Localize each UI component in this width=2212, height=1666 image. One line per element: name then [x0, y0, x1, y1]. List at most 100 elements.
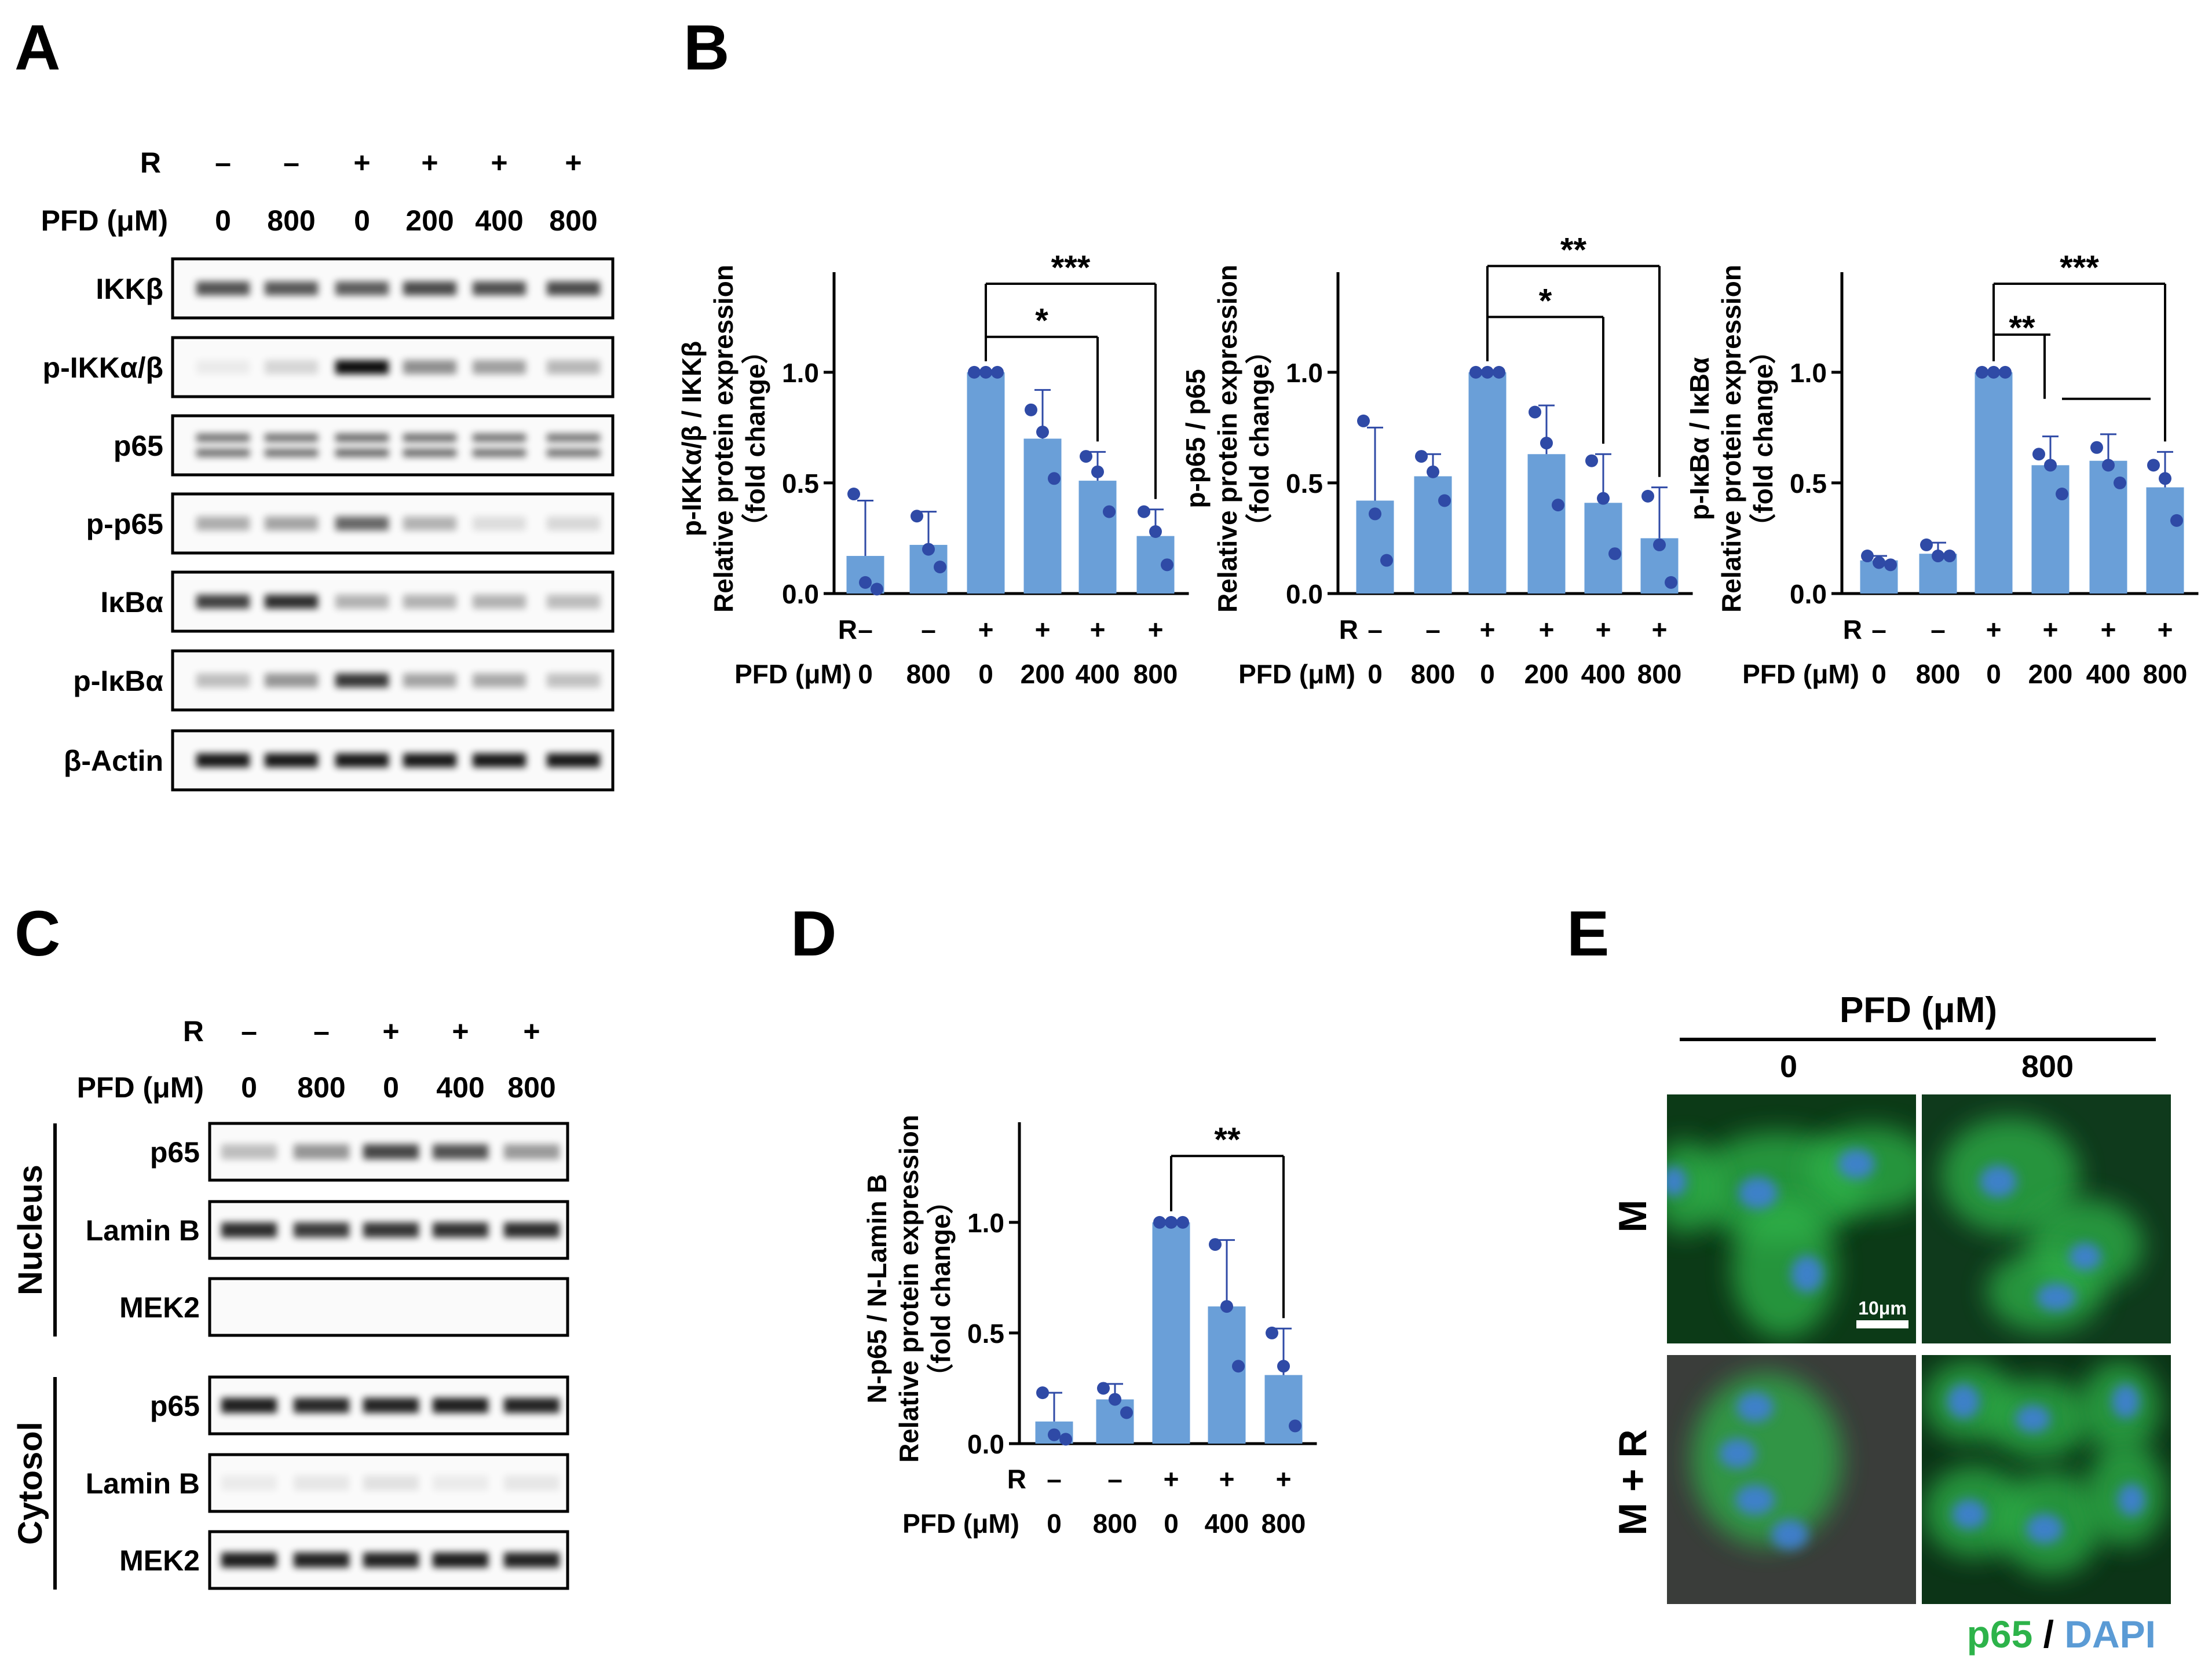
chartB3-point-3-0: [2032, 448, 2045, 461]
blot-c-group-label-cytosol: Cytosol: [12, 1422, 49, 1545]
chartB3-point-3-2: [2056, 488, 2068, 501]
chartB2-point-4-0: [1585, 454, 1598, 467]
chartB1-category-0: 0: [858, 659, 873, 689]
blot-c-r-2: +: [382, 1015, 399, 1048]
blot-a-band-actin-1: [265, 753, 318, 767]
chartB3-r-value-1: –: [1931, 614, 1946, 645]
blot-c-r-3: +: [452, 1015, 469, 1048]
chartB2-category-0: 0: [1368, 659, 1383, 689]
chartD-r-value-4: +: [1276, 1464, 1292, 1494]
blot-a-pfd-4: 400: [475, 204, 523, 237]
chartB3-bar-5: [2146, 487, 2184, 594]
blot-a-band-p65-lower-0: [196, 449, 250, 457]
chartD-r-value-1: –: [1107, 1464, 1123, 1494]
chartB3-point-4-1: [2102, 459, 2115, 472]
blot-c-pfd-3: 400: [436, 1071, 484, 1104]
chartB2-bar-3: [1527, 454, 1566, 594]
blot-c-band-cytosol-p65-2: [363, 1398, 419, 1413]
panel-label-e: E: [1567, 898, 1609, 969]
chartB1-point-3-2: [1048, 472, 1061, 485]
nucleus-1-0: [1980, 1165, 2017, 1198]
chartB3-point-1-1: [1932, 550, 1944, 563]
nucleus-0-1: [1838, 1149, 1875, 1179]
chartB3-sig-label-0: **: [2009, 309, 2035, 347]
blot-c-pfd-0: 0: [241, 1071, 257, 1104]
blot-c-band-cytosol-lamin-b-1: [294, 1475, 349, 1491]
chartB2-ylabel-0: p-p65 / p65: [1180, 369, 1211, 508]
legend-dapi-text: DAPI: [2064, 1613, 2156, 1656]
chartB3-ytick-label-2: 1.0: [1790, 358, 1827, 388]
blot-c-group-label-nucleus: Nucleus: [12, 1165, 49, 1295]
chartB2-point-1-2: [1438, 494, 1451, 507]
chartB2-category-5: 800: [1637, 659, 1682, 689]
chartD-point-3-1: [1220, 1300, 1233, 1313]
chartB1-ylabel-0: p-IKKα/β / IKKβ: [677, 341, 707, 536]
chartB1-ytick-label-2: 1.0: [782, 358, 819, 388]
chartB3-category-5: 800: [2143, 659, 2188, 689]
blot-a-r-4: +: [491, 147, 507, 179]
blot-c-band-nucleus-p65-2: [363, 1144, 419, 1159]
blot-a-band-p65-lower-3: [403, 449, 456, 457]
blot-c-band-cytosol-lamin-b-3: [433, 1475, 488, 1491]
blot-a-band-p65-lower-2: [335, 449, 389, 457]
chartB1-ytick-label-0: 0.0: [782, 579, 819, 609]
micrograph-content-1: [1940, 1118, 2143, 1332]
chartD-bar-1: [1096, 1399, 1134, 1444]
chartB1-point-3-1: [1036, 426, 1049, 439]
chartB2-ytick-label-2: 1.0: [1286, 358, 1323, 388]
micrograph-content-3: [1923, 1361, 2166, 1575]
chartB2-pfd-label: PFD (μM): [1238, 659, 1355, 689]
chartB1-category-1: 800: [906, 659, 951, 689]
blot-a-band-p-p65-5: [547, 517, 600, 530]
chartB2-r-value-1: –: [1425, 614, 1440, 645]
chartB3-category-3: 200: [2028, 659, 2073, 689]
blot-a-pfd-3: 200: [405, 204, 454, 237]
blot-a-row-label-actin: β-Actin: [64, 745, 163, 777]
blot-c-row-label-nucleus-p65: p65: [150, 1136, 200, 1169]
blot-a-band-p65-upper-5: [547, 434, 600, 442]
chartB1-r-value-5: +: [1148, 614, 1164, 645]
chartB1-ylabel-2: （fold change）: [740, 337, 770, 540]
chartB2-point-2-1: [1481, 365, 1494, 379]
blot-a-row-label-ikk: IKKβ: [96, 273, 163, 305]
chartB2-ytick-label-1: 0.5: [1286, 468, 1323, 499]
chartD-point-3-0: [1209, 1238, 1222, 1251]
blot-a-band-p65-lower-5: [547, 449, 600, 457]
blot-a-r-label: R: [140, 147, 161, 179]
nucleus-2-3: [1771, 1519, 1808, 1550]
chartD-ytick-label-0: 0.0: [967, 1429, 1004, 1459]
blot-a-band-ikk-1: [265, 281, 318, 295]
blot-c-band-cytosol-p65-3: [433, 1398, 488, 1413]
blot-a-band-p-i-b-3: [403, 673, 456, 687]
chartB3-category-2: 0: [1986, 659, 2001, 689]
cell-0-3: [1667, 1141, 1720, 1233]
chartB1-r-value-1: –: [921, 614, 936, 645]
chartB3-r-value-0: –: [1871, 614, 1886, 645]
chartD-point-0-0: [1036, 1386, 1049, 1400]
chartB3-ytick-label-1: 0.5: [1790, 468, 1827, 499]
blot-c-band-cytosol-mek2-3: [433, 1553, 488, 1568]
chartD-point-0-1: [1048, 1428, 1061, 1441]
chartB1-ylabel-1: Relative protein expression: [708, 265, 738, 613]
chartB3-point-1-2: [1943, 550, 1956, 563]
blot-a-band-p65-upper-2: [335, 434, 389, 442]
blot-a-r-2: +: [353, 147, 370, 179]
chartD-bar-2: [1152, 1222, 1190, 1444]
nucleus-2-2: [1735, 1485, 1775, 1515]
blot-a-row-label-i-b: IκBα: [100, 586, 163, 618]
chartB2-category-4: 400: [1581, 659, 1626, 689]
chartD-category-0: 0: [1047, 1508, 1062, 1539]
chartB2-point-1-0: [1415, 450, 1428, 463]
chartB1-point-1-0: [911, 510, 923, 523]
chartB2-r-value-4: +: [1596, 614, 1611, 645]
scale-bar: [1856, 1320, 1908, 1328]
blot-a-band-i-b-4: [473, 595, 526, 609]
blot-a-band-p-ikk-3: [403, 360, 456, 374]
chartD-bar-4: [1264, 1375, 1303, 1444]
chartB1-point-1-2: [934, 561, 946, 574]
blot-c-band-cytosol-mek2-2: [363, 1553, 419, 1568]
nucleus-3-4: [2026, 1514, 2063, 1544]
nucleus-1-2: [2036, 1283, 2076, 1311]
blot-c-pfd-4: 800: [507, 1071, 555, 1104]
bar-chart-p-ikba: 0.0 0.5 1.0 p-IκBα / IκBα Relative protein e…: [1684, 249, 2199, 689]
